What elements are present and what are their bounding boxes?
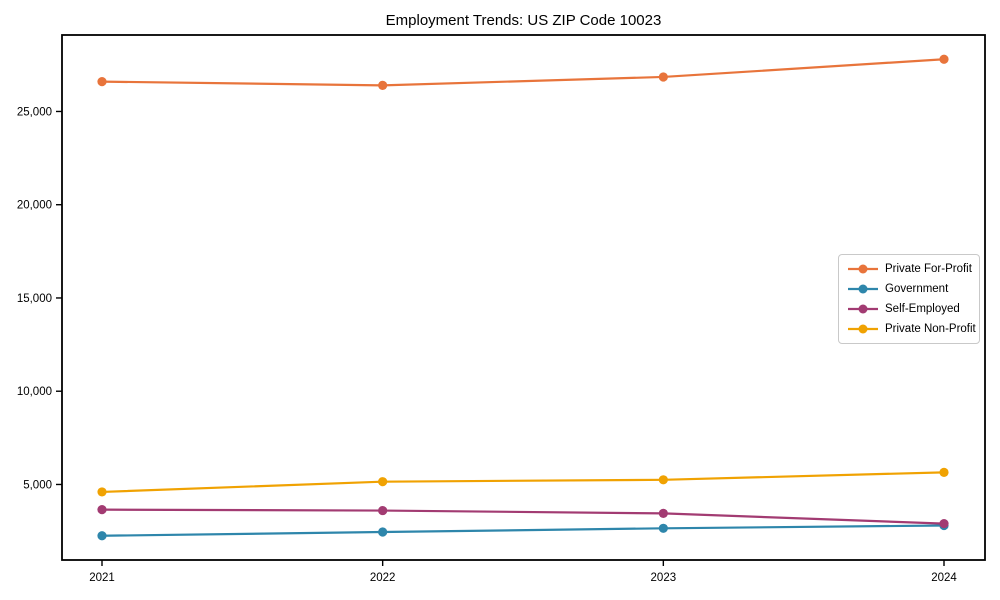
series-line-private-for-profit [101,58,945,87]
x-axis-tick-label: 2024 [931,572,957,584]
legend-item-private-non-profit: Private Non-Profit [848,319,979,339]
series-line-government [101,524,945,537]
data-point-self-employed [378,505,388,516]
legend-line-marker-icon [848,264,878,274]
legend-label: Private Non-Profit [885,323,976,335]
data-point-private-for-profit [658,72,668,82]
data-point-government [378,527,388,537]
series-line-self-employed [101,508,945,525]
data-point-private-non-profit [658,475,668,485]
data-point-private-for-profit [378,80,388,90]
data-point-self-employed [658,508,668,518]
data-point-private-non-profit [939,467,949,477]
data-point-private-for-profit [97,77,107,87]
data-point-private-non-profit [378,477,388,487]
data-point-government [97,531,107,541]
legend-item-private-for-profit: Private For-Profit [848,259,979,279]
legend: Private For-Profit Government Self-Employe… [838,254,980,344]
data-point-self-employed [939,519,949,529]
y-axis-tick-label: 15,000 [17,293,52,305]
legend-item-government: Government [848,279,979,299]
y-axis-tick-label: 20,000 [17,200,52,212]
data-point-government [658,523,668,533]
legend-line-marker-icon [848,284,878,294]
legend-label: Government [885,283,949,295]
legend-label: Self-Employed [885,303,960,315]
y-axis-tick-label: 25,000 [17,106,52,118]
legend-label: Private For-Profit [885,263,972,275]
data-point-private-non-profit [97,487,107,497]
series-line-private-non-profit [101,471,945,494]
data-point-self-employed [97,505,107,515]
x-axis-tick-label: 2021 [89,572,115,584]
chart-title: Employment Trends: US ZIP Code 10023 [385,12,662,29]
y-axis-tick-label: 5,000 [23,479,52,491]
data-point-private-for-profit [939,54,949,64]
legend-line-marker-icon [848,304,878,314]
x-axis-tick-label: 2022 [370,572,396,584]
y-axis-tick-label: 10,000 [17,386,52,398]
legend-item-self-employed: Self-Employed [848,299,979,319]
x-axis-tick-label: 2023 [651,572,677,584]
legend-line-marker-icon [848,324,878,334]
